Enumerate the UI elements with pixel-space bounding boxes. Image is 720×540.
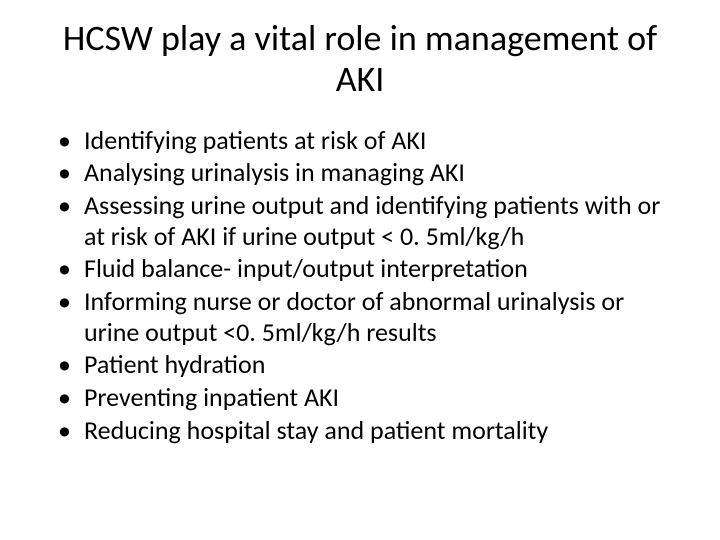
list-item: Fluid balance- input/output interpretati… [58, 253, 680, 284]
list-item: Assessing urine output and identifying p… [58, 190, 680, 251]
list-item: Analysing urinalysis in managing AKI [58, 157, 680, 188]
list-item: Identifying patients at risk of AKI [58, 125, 680, 156]
slide-title: HCSW play a vital role in management of … [40, 18, 680, 101]
list-item: Informing nurse or doctor of abnormal ur… [58, 286, 680, 347]
bullet-list: Identifying patients at risk of AKI Anal… [40, 125, 680, 446]
slide: HCSW play a vital role in management of … [0, 0, 720, 540]
list-item: Patient hydration [58, 349, 680, 380]
list-item: Preventing inpatient AKI [58, 382, 680, 413]
list-item: Reducing hospital stay and patient morta… [58, 415, 680, 446]
